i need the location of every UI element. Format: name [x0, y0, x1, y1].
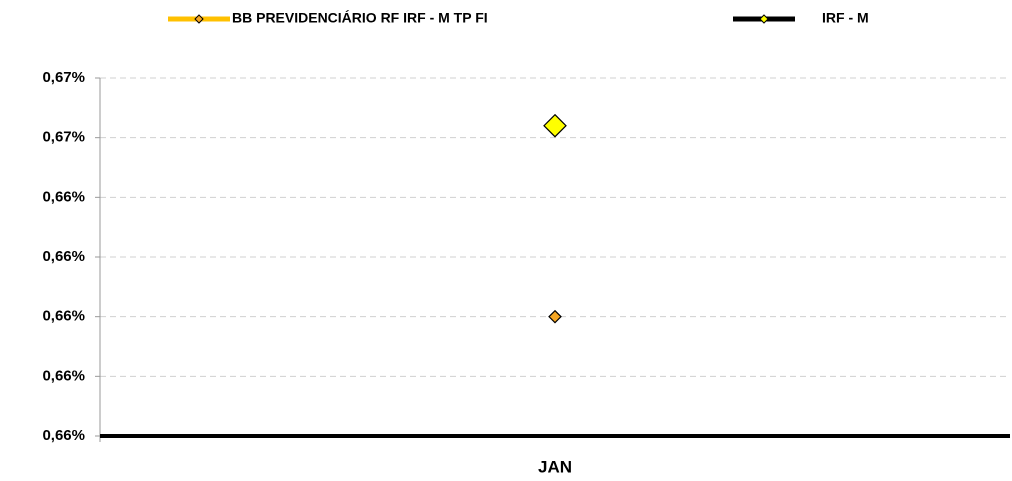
y-tick-label: 0,66%	[42, 367, 85, 384]
legend-marker	[759, 14, 769, 24]
marker	[543, 113, 567, 138]
legend-label: IRF - M	[822, 10, 869, 26]
legend-label: BB PREVIDENCIÁRIO RF IRF - M TP FI	[232, 10, 488, 26]
x-tick-label: JAN	[538, 457, 572, 476]
legend-marker	[194, 14, 204, 24]
y-tick-label: 0,67%	[42, 129, 85, 146]
y-tick-label: 0,66%	[42, 427, 85, 444]
y-tick-label: 0,66%	[42, 248, 85, 265]
y-tick-label: 0,66%	[42, 188, 85, 205]
y-tick-label: 0,66%	[42, 308, 85, 325]
marker	[548, 309, 562, 324]
y-tick-label: 0,67%	[42, 69, 85, 86]
